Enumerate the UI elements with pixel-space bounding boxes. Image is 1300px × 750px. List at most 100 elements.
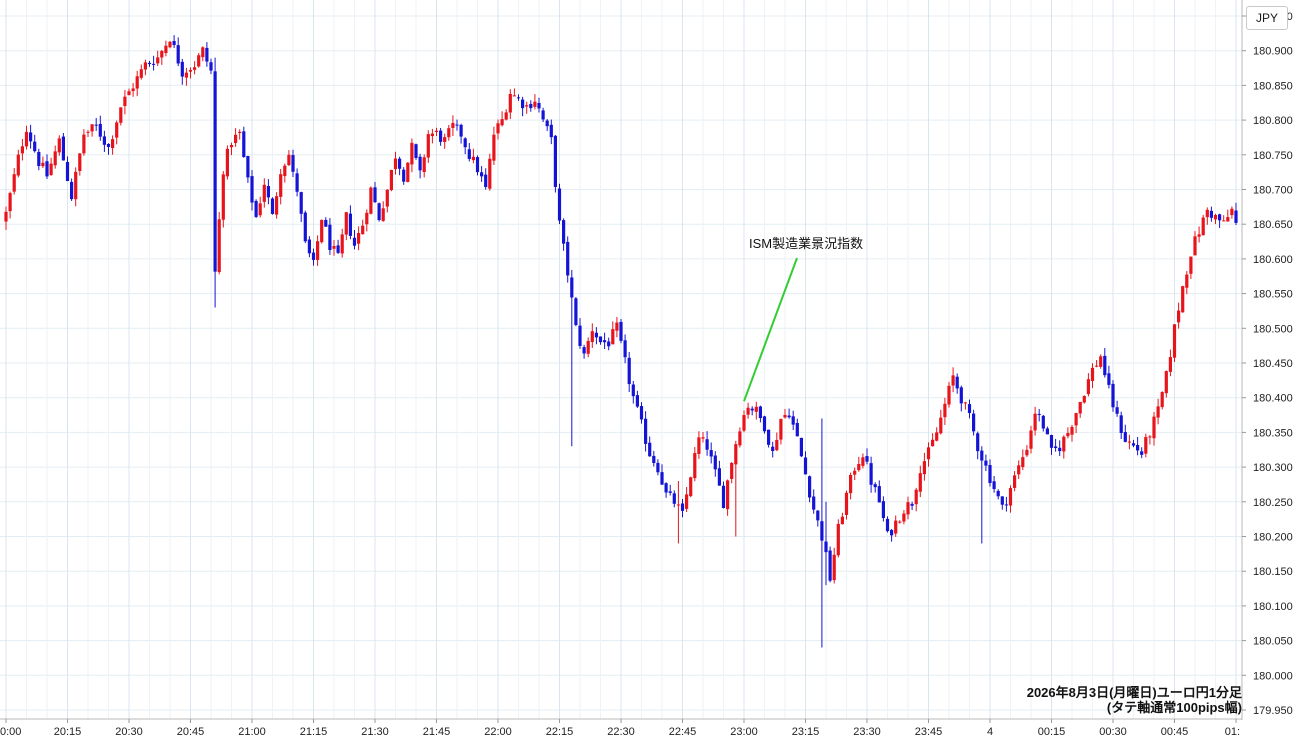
candle-up <box>586 340 590 354</box>
candle-down <box>623 340 627 358</box>
candle-up <box>275 196 279 215</box>
candle-up <box>525 105 529 107</box>
candle-up <box>12 174 16 192</box>
chart-annotation: ISM製造業景況指数 <box>743 236 863 402</box>
candle-down <box>484 174 488 188</box>
candle-down <box>656 462 660 473</box>
candle-up <box>943 403 947 418</box>
candle-down <box>402 169 406 182</box>
candle-down <box>824 541 828 553</box>
time-tick-label: 20:45 <box>177 726 205 738</box>
candle-up <box>590 331 594 342</box>
time-tick-label: 22:15 <box>546 726 574 738</box>
candle-up <box>16 154 20 176</box>
price-tick-label: 180.050 <box>1253 636 1293 648</box>
candle-down <box>242 131 246 158</box>
candle-up <box>1066 432 1070 437</box>
time-tick-label: 22:45 <box>669 726 697 738</box>
candle-up <box>947 385 951 405</box>
candle-up <box>1062 436 1066 452</box>
candle-down <box>270 198 275 214</box>
candle-down <box>553 135 557 187</box>
candle-up <box>127 91 131 96</box>
candle-down <box>209 62 213 71</box>
candle-down <box>180 61 184 77</box>
candle-up <box>217 219 221 273</box>
price-tick-label: 180.650 <box>1253 219 1293 231</box>
candle-up <box>689 477 693 497</box>
candle-up <box>1189 256 1193 274</box>
time-tick-label: 21:45 <box>423 726 451 738</box>
candle-up <box>156 57 160 64</box>
candle-up <box>611 329 615 345</box>
candle-up <box>1013 475 1017 488</box>
candle-down <box>328 224 332 250</box>
candle-up <box>160 50 164 58</box>
candle-up <box>344 212 348 235</box>
candle-up <box>1152 416 1156 439</box>
candle-up <box>229 145 234 148</box>
chart-caption: 2026年8月3日(月曜日)ユーロ円1分足 (タテ軸通常100pips幅) <box>1027 685 1242 715</box>
candle-up <box>283 165 287 177</box>
candle-down <box>988 464 992 483</box>
candle-down <box>377 203 381 221</box>
candle-up <box>225 148 229 177</box>
time-tick-label: 22:00 <box>484 726 512 738</box>
candle-up <box>131 88 135 92</box>
candle-down <box>1123 432 1127 442</box>
candle-up <box>1168 357 1172 372</box>
price-tick-label: 180.250 <box>1253 497 1293 509</box>
candle-down <box>1218 214 1222 221</box>
candle-down <box>348 213 352 236</box>
candle-up <box>426 134 430 158</box>
candle-down <box>545 120 549 127</box>
candle-up <box>1029 430 1033 449</box>
candle-up <box>434 130 439 132</box>
candle-down <box>758 406 762 419</box>
candle-up <box>381 208 385 221</box>
candle-down <box>45 161 49 177</box>
price-tick-label: 180.750 <box>1253 150 1293 162</box>
candle-up <box>20 146 24 154</box>
candle-down <box>713 455 717 470</box>
time-tick-label: 20:15 <box>54 726 82 738</box>
candle-down <box>1111 383 1115 408</box>
candle-up <box>1070 426 1074 435</box>
candle-down <box>799 437 803 457</box>
candle-up <box>90 124 94 132</box>
candle-up <box>287 154 291 166</box>
candle-down <box>721 485 726 509</box>
price-tick-label: 180.300 <box>1253 462 1293 474</box>
candle-up <box>443 137 447 142</box>
candle-up <box>738 431 742 446</box>
candle-up <box>1172 324 1177 358</box>
candle-up <box>906 502 910 515</box>
candle-up <box>1222 220 1226 222</box>
candle-down <box>820 521 824 541</box>
candle-down <box>311 252 316 260</box>
candle-up <box>1230 208 1234 216</box>
candle-down <box>787 415 791 418</box>
candle-down <box>652 455 656 463</box>
candle-down <box>1004 504 1008 506</box>
candle-down <box>414 144 418 158</box>
candle-down <box>549 124 553 138</box>
candle-down <box>70 181 74 200</box>
candle-up <box>779 418 783 440</box>
candle-down <box>644 418 648 444</box>
candle-up <box>1095 365 1099 367</box>
candle-down <box>873 484 877 488</box>
candle-up <box>840 516 844 525</box>
candle-up <box>853 470 857 475</box>
candle-up <box>1213 214 1218 220</box>
candle-up <box>730 462 734 479</box>
candle-up <box>320 219 324 243</box>
candle-up <box>74 171 78 200</box>
candle-down <box>574 298 578 326</box>
currency-label[interactable]: JPY <box>1246 6 1288 30</box>
candle-down <box>1234 210 1238 223</box>
candle-down <box>1041 415 1045 429</box>
candle-up <box>410 142 414 165</box>
candle-down <box>250 176 254 203</box>
